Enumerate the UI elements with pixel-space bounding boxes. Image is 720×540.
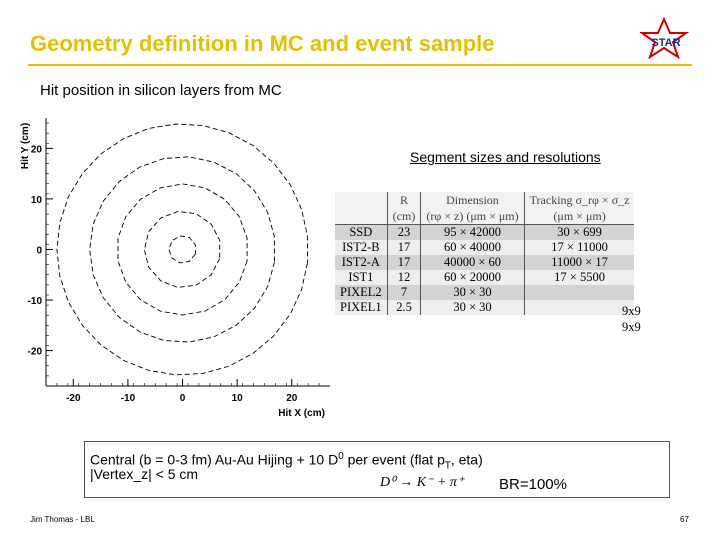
y-axis-label: Hit Y (cm) bbox=[20, 123, 31, 169]
slide-subtitle: Hit position in silicon layers from MC bbox=[40, 82, 282, 99]
table-cell: 60 × 40000 bbox=[420, 240, 525, 255]
header-cell: Dimension bbox=[420, 192, 525, 208]
table-heading: Segment sizes and resolutions bbox=[410, 149, 601, 165]
table-header-row: R Dimension Tracking σ_rφ × σ_z bbox=[335, 192, 635, 208]
y-tick-label: 0 bbox=[36, 245, 42, 256]
logo-text: STAR bbox=[651, 37, 680, 49]
table-cell: 95 × 42000 bbox=[420, 224, 525, 240]
table-cell: 30 × 30 bbox=[420, 300, 525, 315]
table-cell: 30 × 30 bbox=[420, 285, 525, 300]
table-row: SSD 23 95 × 42000 30 × 699 bbox=[335, 224, 635, 240]
table-cell: IST2-A bbox=[341, 255, 380, 269]
table-cell: 17 × 11000 bbox=[523, 240, 635, 255]
table-cell: 60 × 20000 bbox=[420, 270, 525, 285]
table-row: PIXEL2 7 30 × 30 bbox=[335, 285, 635, 300]
table-cell: 30 × 699 bbox=[523, 224, 635, 240]
table-cell: 17 × 5500 bbox=[523, 270, 635, 285]
title-divider bbox=[28, 64, 692, 66]
table-row: IST1 12 60 × 20000 17 × 5500 bbox=[335, 270, 635, 285]
header-cell bbox=[335, 208, 388, 225]
y-tick-label: 10 bbox=[31, 195, 43, 206]
event-description: Central (b = 0-3 fm) Au-Au Hijing + 10 D… bbox=[90, 451, 483, 472]
table-cell: 17 bbox=[386, 240, 421, 255]
table-cell: 17 bbox=[386, 255, 421, 270]
decay-channel: D⁰ → K⁻ + π⁺ bbox=[380, 475, 465, 490]
hit-ring-4 bbox=[56, 123, 308, 376]
x-tick-label: 10 bbox=[232, 393, 244, 404]
header-cell bbox=[335, 192, 387, 208]
hit-ring-2 bbox=[117, 183, 248, 316]
event-sample-box bbox=[84, 441, 670, 498]
table-header-row: (cm) (rφ × z) (μm × μm) (μm × μm) bbox=[335, 208, 635, 225]
header-cell: (μm × μm) bbox=[523, 208, 635, 225]
hit-ring-0 bbox=[168, 235, 196, 264]
hit-ring-3 bbox=[89, 156, 275, 343]
x-tick-label: -10 bbox=[121, 393, 136, 404]
table-cell: 11000 × 17 bbox=[523, 255, 635, 270]
y-tick-label: -10 bbox=[28, 296, 43, 307]
x-tick-label: 0 bbox=[180, 393, 186, 404]
resolution-table: R Dimension Tracking σ_rφ × σ_z (cm) (rφ… bbox=[335, 192, 635, 315]
table-cell: PIXEL2 bbox=[340, 285, 382, 299]
table-cell bbox=[523, 285, 635, 300]
table-cell: 12 bbox=[386, 270, 421, 285]
header-cell: (rφ × z) (μm × μm) bbox=[420, 208, 525, 225]
table-cell: 23 bbox=[386, 224, 421, 240]
hit-ring-1 bbox=[143, 211, 221, 288]
branching-ratio: BR=100% bbox=[499, 476, 567, 493]
header-cell: R bbox=[386, 192, 421, 208]
x-tick-label: -20 bbox=[66, 393, 81, 404]
hit-position-plot: -20 -10 0 10 20 -20 -10 0 10 20 Hit X (cm) Hit Y (c… bbox=[20, 118, 330, 419]
table-cell bbox=[523, 300, 635, 315]
y-tick-label: 20 bbox=[31, 144, 43, 155]
footer-author: Jim Thomas - LBL bbox=[30, 515, 95, 524]
y-tick-label: -20 bbox=[28, 347, 43, 358]
vertex-cut: |Vertex_z| < 5 cm bbox=[90, 466, 199, 482]
table-cell: SSD bbox=[349, 225, 373, 239]
page-number: 67 bbox=[680, 515, 689, 524]
x-axis-label: Hit X (cm) bbox=[278, 408, 325, 419]
table-cell: 40000 × 60 bbox=[420, 255, 525, 270]
table-row: IST2-B 17 60 × 40000 17 × 11000 bbox=[335, 240, 635, 255]
pixel1-resolution: 9x9 bbox=[622, 320, 641, 334]
table-cell: 2.5 bbox=[386, 300, 421, 315]
table-cell: IST2-B bbox=[342, 240, 380, 254]
star-logo-icon: STAR bbox=[640, 17, 690, 60]
table-row: IST2-A 17 40000 × 60 11000 × 17 bbox=[335, 255, 635, 270]
header-cell: (cm) bbox=[386, 208, 421, 225]
table-row: PIXEL1 2.5 30 × 30 bbox=[335, 300, 635, 315]
header-cell: Tracking σ_rφ × σ_z bbox=[523, 192, 635, 208]
slide-title: Geometry definition in MC and event samp… bbox=[30, 31, 495, 56]
table-cell: IST1 bbox=[348, 270, 374, 284]
table-cell: PIXEL1 bbox=[340, 300, 382, 314]
table-cell: 7 bbox=[386, 285, 421, 300]
x-tick-label: 20 bbox=[286, 393, 298, 404]
pixel2-resolution: 9x9 bbox=[622, 304, 641, 318]
